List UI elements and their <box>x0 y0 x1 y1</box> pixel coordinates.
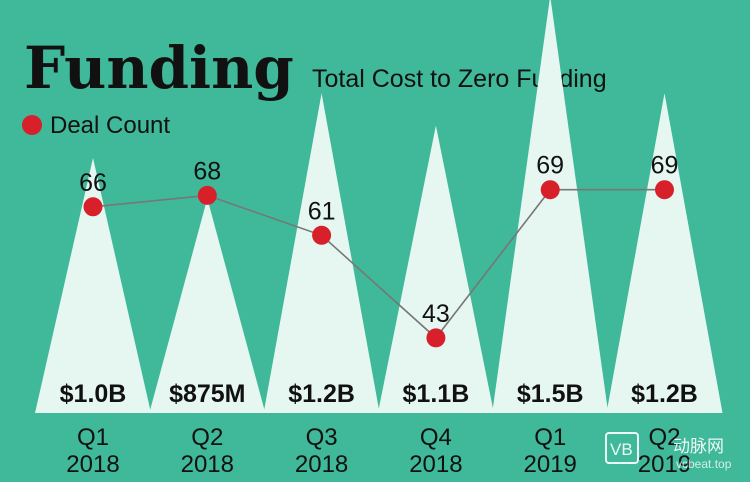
deal-count-point <box>655 180 674 200</box>
watermark-url: vcbeat.top <box>676 457 732 471</box>
deal-count-point <box>426 328 446 348</box>
watermark-badge-icon <box>605 432 639 464</box>
deal-count-point <box>312 225 332 245</box>
funding-triangle <box>263 93 380 413</box>
x-tick-year: 2018 <box>295 451 348 478</box>
x-tick-year: 2018 <box>181 451 234 478</box>
funding-value-label: $1.2B <box>631 380 698 408</box>
funding-triangle <box>35 158 151 413</box>
x-tick-year: 2019 <box>638 451 691 478</box>
chart-title: Funding <box>24 34 294 102</box>
legend: Deal Count <box>22 112 170 139</box>
watermark-text: 动脉网 <box>673 437 724 456</box>
deal-count-polyline <box>92 188 665 340</box>
deal-count-points <box>83 180 674 348</box>
funding-triangle <box>606 93 723 413</box>
funding-value-labels: $1.0B $875M $1.2B $1.1B $1.5B $1.2B <box>60 380 698 408</box>
deal-count-label: 61 <box>308 197 336 225</box>
funding-value-label: $1.0B <box>60 380 127 408</box>
deal-count-point <box>83 197 103 217</box>
watermark: VB 动脉网 vcbeat.top <box>605 432 732 471</box>
deal-count-point <box>540 180 560 200</box>
legend-marker-icon <box>22 115 42 135</box>
funding-triangle <box>492 0 609 413</box>
deal-count-line <box>92 188 665 340</box>
x-tick-quarter: Q2 <box>648 424 680 451</box>
deal-count-point <box>197 185 217 205</box>
funding-triangle <box>377 125 494 413</box>
x-tick-year: 2019 <box>524 451 577 478</box>
x-tick-year: 2018 <box>409 451 462 478</box>
funding-triangle <box>149 198 266 413</box>
funding-value-label: $1.2B <box>288 380 355 408</box>
funding-value-label: $1.5B <box>517 380 584 408</box>
deal-count-label: 66 <box>79 169 107 197</box>
x-tick-quarter: Q4 <box>420 424 452 451</box>
deal-count-labels: 66 68 61 43 69 69 <box>79 152 678 328</box>
legend-label: Deal Count <box>50 112 170 139</box>
x-tick-year: 2018 <box>66 451 119 478</box>
funding-value-label: $1.1B <box>403 380 470 408</box>
watermark-badge: VB <box>610 440 633 459</box>
x-tick-quarter: Q1 <box>77 424 109 451</box>
x-tick-quarter: Q3 <box>306 424 338 451</box>
deal-count-label: 68 <box>193 157 221 185</box>
x-tick-quarter: Q1 <box>534 424 566 451</box>
deal-count-label: 69 <box>536 152 564 180</box>
deal-count-label: 69 <box>651 152 679 180</box>
x-tick-quarter: Q2 <box>191 424 223 451</box>
funding-value-label: $875M <box>169 380 245 408</box>
funding-triangles <box>35 0 723 413</box>
deal-count-label: 43 <box>422 300 450 328</box>
